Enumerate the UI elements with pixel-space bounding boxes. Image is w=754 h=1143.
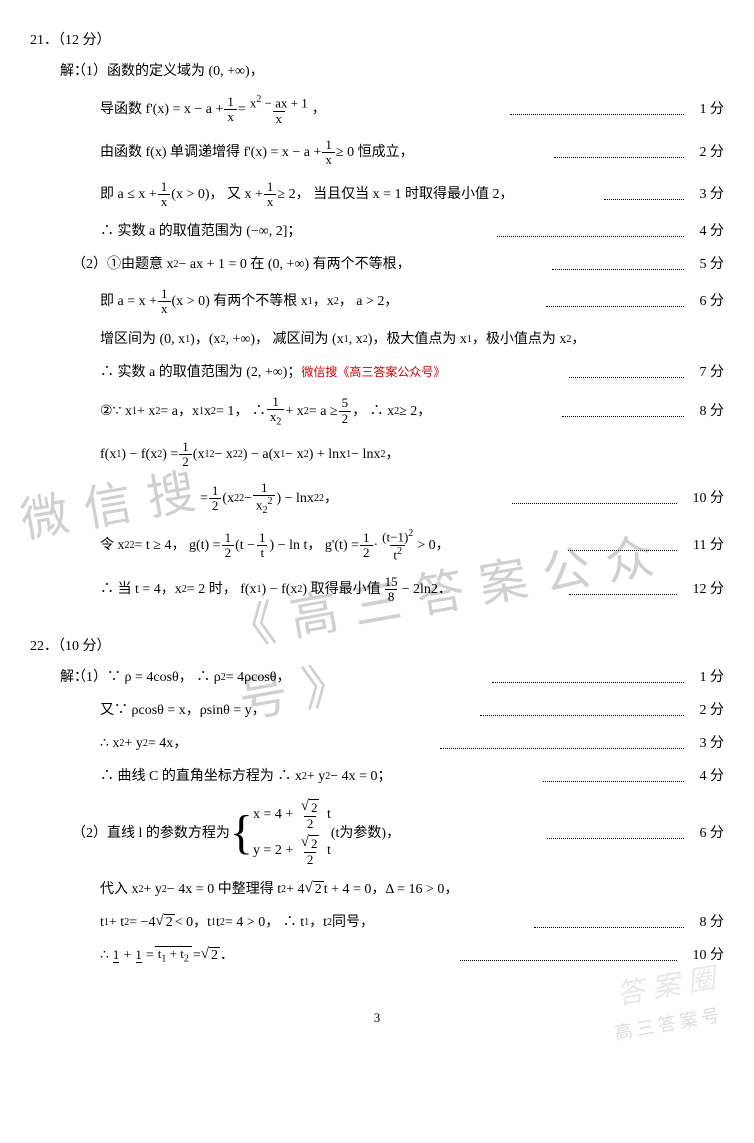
line-content: = 12(x22 − 1x22) − lnx22， (30, 481, 502, 516)
line-content: 令 x22 = t ≥ 4， g(t) = 12(t − 1t) − ln t，… (30, 528, 558, 562)
solution-line: t1 + t2 = −4√2 < 0，t1t2 = 4 > 0， ∴ t1，t2… (30, 912, 724, 933)
leader-dots (604, 189, 684, 200)
leader-dots (547, 828, 684, 839)
param-lead: （2）直线 l 的参数方程为 (72, 823, 230, 844)
line-content: 导函数 f'(x) = x − a + 1x = x2 − ax + 1x， (30, 94, 500, 126)
score-label: 10 分 (683, 488, 725, 509)
leader-dots (554, 147, 684, 158)
score-label: 4 分 (690, 766, 725, 787)
solution-line: 增区间为 (0, x1)，(x2, +∞)， 减区间为 (x1, x2)，极大值… (30, 329, 724, 350)
solution-line: ∴ 实数 a 的取值范围为 (2, +∞)；微信搜《高三答案公众号》 7 分 (30, 362, 724, 383)
solution-line: ∴ 实数 a 的取值范围为 (−∞, 2]； 4 分 (30, 221, 724, 242)
score-label: 2 分 (690, 142, 725, 163)
solution-line: ②∵ x1 + x2 = a，x1x2 = 1， ∴ 1x2 + x2 = a … (30, 395, 724, 428)
line-content: f(x1) − f(x2) = 12(x12 − x22) − a(x1 − x… (30, 440, 724, 470)
leader-dots (460, 950, 676, 961)
leader-dots (543, 771, 684, 782)
solution-line: 导函数 f'(x) = x − a + 1x = x2 − ax + 1x， 1 … (30, 94, 724, 126)
leader-dots (552, 259, 683, 270)
score-label: 6 分 (690, 823, 725, 844)
solution-line: 由函数 f(x) 单调递增得 f'(x) = x − a + 1x ≥ 0 恒成… (30, 138, 724, 168)
score-label: 8 分 (690, 401, 725, 422)
score-label: 3 分 (690, 733, 725, 754)
line-content: 又∵ ρcosθ = x，ρsinθ = y， (30, 700, 470, 721)
solution-prefix: 解： (60, 667, 88, 688)
solution-line: f(x1) − f(x2) = 12(x12 − x22) − a(x1 − x… (30, 440, 724, 470)
solution-line: （2）直线 l 的参数方程为{x = 4 + √22 t y = 2 + √22 … (30, 799, 724, 867)
line-content: 由函数 f(x) 单调递增得 f'(x) = x − a + 1x ≥ 0 恒成… (30, 138, 544, 168)
leader-dots (492, 672, 684, 683)
line-content: （2）①由题意 x2 − ax + 1 = 0 在 (0, +∞) 有两个不等根… (30, 254, 542, 275)
line-content: 即 a = x + 1x (x > 0) 有两个不等根 x1，x2， a > 2… (30, 287, 536, 317)
line-content: 增区间为 (0, x1)，(x2, +∞)， 减区间为 (x1, x2)，极大值… (30, 329, 724, 350)
score-label: 1 分 (690, 667, 725, 688)
page-number: 3 (30, 1008, 724, 1028)
solution-line: ∴ 当 t = 4，x2 = 2 时， f(x1) − f(x2) 取得最小值 … (30, 575, 724, 605)
line-content: ∴ 1 + 1 = t1 + t2 = √2． (30, 945, 450, 966)
solution-line: 解：（1）∵ ρ = 4cosθ， ∴ ρ2 = 4ρcosθ， 1 分 (30, 667, 724, 688)
score-label: 5 分 (690, 254, 725, 275)
line-content: ∴ 曲线 C 的直角坐标方程为 ∴ x2 + y2 − 4x = 0； (30, 766, 533, 787)
leader-dots (562, 406, 683, 417)
leader-dots (440, 738, 683, 749)
leader-dots (510, 105, 684, 116)
solution-line: 即 a ≤ x + 1x (x > 0)， 又 x + 1x ≥ 2， 当且仅当… (30, 180, 724, 210)
score-label: 3 分 (690, 184, 725, 205)
line-content: t1 + t2 = −4√2 < 0，t1t2 = 4 > 0， ∴ t1，t2… (30, 912, 524, 933)
document-body: 21．（12 分）解：（1）函数的定义域为 (0, +∞)，导函数 f'(x) … (30, 30, 724, 998)
score-label: 4 分 (690, 221, 725, 242)
leader-dots (480, 705, 684, 716)
leader-dots (569, 367, 683, 378)
line-content: ∴ 当 t = 4，x2 = 2 时， f(x1) − f(x2) 取得最小值 … (30, 575, 559, 605)
score-label: 12 分 (683, 579, 725, 600)
solution-line: 令 x22 = t ≥ 4， g(t) = 12(t − 1t) − ln t，… (30, 528, 724, 562)
solution-line: 代入 x2 + y2 − 4x = 0 中整理得 t2 + 4√2t + 4 =… (30, 879, 724, 900)
problem-header: 21．（12 分） (30, 30, 724, 51)
score-label: 6 分 (690, 291, 725, 312)
score-label: 7 分 (690, 362, 725, 383)
param-tail: (t为参数)， (331, 823, 400, 844)
param-eq-2: y = 2 + √22 t (253, 835, 331, 867)
solution-line: （2）①由题意 x2 − ax + 1 = 0 在 (0, +∞) 有两个不等根… (30, 254, 724, 275)
score-label: 8 分 (690, 912, 725, 933)
solution-line: 即 a = x + 1x (x > 0) 有两个不等根 x1，x2， a > 2… (30, 287, 724, 317)
line-content: ∴ 实数 a 的取值范围为 (2, +∞)；微信搜《高三答案公众号》 (30, 362, 559, 383)
solution-prefix: 解： (60, 61, 88, 82)
leader-dots (569, 584, 676, 595)
line-content: 代入 x2 + y2 − 4x = 0 中整理得 t2 + 4√2t + 4 =… (30, 879, 724, 900)
param-eq-1: x = 4 + √22 t (253, 799, 331, 831)
line-content: ∴ 实数 a 的取值范围为 (−∞, 2]； (30, 221, 487, 242)
brace-body: x = 4 + √22 t y = 2 + √22 t (253, 799, 331, 867)
solution-line: = 12(x22 − 1x22) − lnx22， 10 分 (30, 481, 724, 516)
problem-header: 22．（10 分） (30, 636, 724, 657)
line-content: ②∵ x1 + x2 = a，x1x2 = 1， ∴ 1x2 + x2 = a … (30, 395, 552, 428)
score-label: 11 分 (683, 535, 724, 556)
leader-dots (546, 297, 684, 308)
solution-line: ∴ x2 + y2 = 4x， 3 分 (30, 733, 724, 754)
line-content: （1）函数的定义域为 (0, +∞)， (30, 61, 724, 82)
line-content: ∴ x2 + y2 = 4x， (30, 733, 430, 754)
leader-dots (512, 493, 676, 504)
solution-line: 又∵ ρcosθ = x，ρsinθ = y， 2 分 (30, 700, 724, 721)
brace-left: { (230, 814, 253, 852)
score-label: 2 分 (690, 700, 725, 721)
score-label: 10 分 (683, 945, 725, 966)
leader-dots (497, 226, 683, 237)
leader-dots (568, 540, 677, 551)
line-content: （1）∵ ρ = 4cosθ， ∴ ρ2 = 4ρcosθ， (30, 667, 482, 688)
score-label: 1 分 (690, 99, 725, 120)
line-content: 即 a ≤ x + 1x (x > 0)， 又 x + 1x ≥ 2， 当且仅当… (30, 180, 594, 210)
solution-line: ∴ 曲线 C 的直角坐标方程为 ∴ x2 + y2 − 4x = 0； 4 分 (30, 766, 724, 787)
line-content: （2）直线 l 的参数方程为{x = 4 + √22 t y = 2 + √22 … (30, 799, 537, 867)
brace-equation: {x = 4 + √22 t y = 2 + √22 t (230, 799, 331, 867)
leader-dots (534, 917, 684, 928)
solution-line: 解：（1）函数的定义域为 (0, +∞)， (30, 61, 724, 82)
solution-line: ∴ 1 + 1 = t1 + t2 = √2． 10 分 (30, 945, 724, 966)
